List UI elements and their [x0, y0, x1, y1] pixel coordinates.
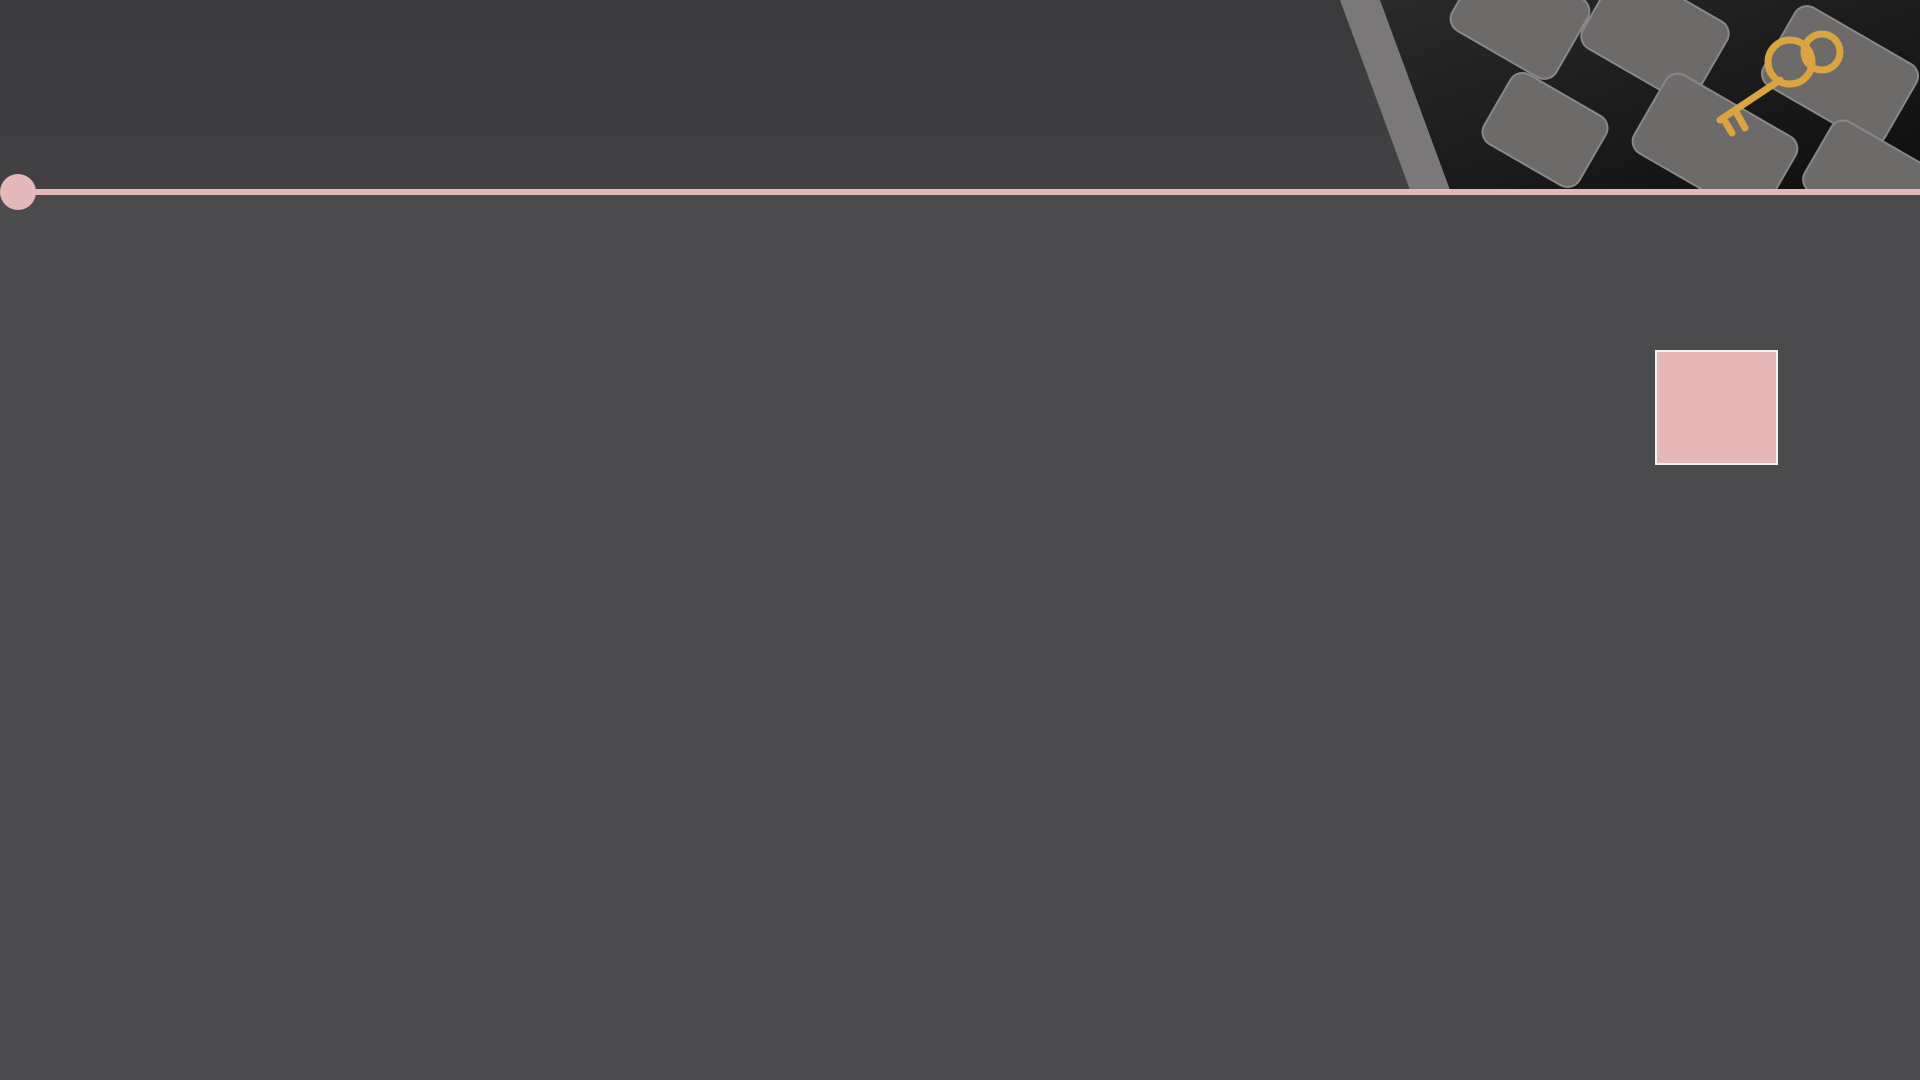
target-box [1655, 350, 1778, 465]
divider-dot [0, 174, 36, 210]
keyboard-key-photo [1340, 0, 1920, 190]
target-value [1655, 350, 1778, 465]
title-divider [18, 189, 1920, 195]
